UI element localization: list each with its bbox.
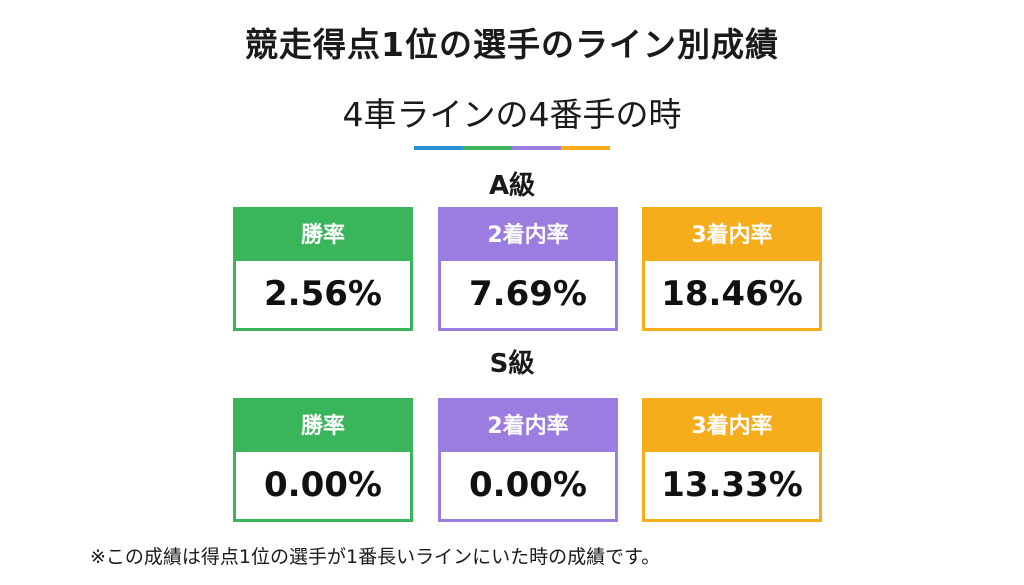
card-label: 2着内率 <box>441 401 615 452</box>
card-s-top3-rate: 3着内率 13.33% <box>642 398 822 522</box>
card-s-top2-rate: 2着内率 0.00% <box>438 398 618 522</box>
grade-label-s: S級 <box>489 349 535 379</box>
color-divider <box>414 146 610 150</box>
card-a-top2-rate: 2着内率 7.69% <box>438 207 618 331</box>
card-value: 13.33% <box>661 465 803 505</box>
card-s-win-rate: 勝率 0.00% <box>233 398 413 522</box>
page-title: 競走得点1位の選手のライン別成績 <box>245 25 779 64</box>
card-value: 2.56% <box>264 274 382 314</box>
divider-segment-green <box>463 146 512 150</box>
card-label: 勝率 <box>236 210 410 261</box>
card-a-top3-rate: 3着内率 18.46% <box>642 207 822 331</box>
page-subtitle: 4車ラインの4番手の時 <box>342 95 682 134</box>
card-value: 0.00% <box>469 465 587 505</box>
card-label: 3着内率 <box>645 210 819 261</box>
card-value: 18.46% <box>661 274 803 314</box>
card-label: 勝率 <box>236 401 410 452</box>
footnote: ※この成績は得点1位の選手が1番長いラインにいた時の成績です。 <box>90 546 661 568</box>
card-label: 3着内率 <box>645 401 819 452</box>
divider-segment-blue <box>414 146 463 150</box>
divider-segment-orange <box>561 146 610 150</box>
card-value: 7.69% <box>469 274 587 314</box>
grade-label-a: A級 <box>488 171 536 201</box>
card-value: 0.00% <box>264 465 382 505</box>
divider-segment-purple <box>512 146 561 150</box>
card-a-win-rate: 勝率 2.56% <box>233 207 413 331</box>
card-label: 2着内率 <box>441 210 615 261</box>
